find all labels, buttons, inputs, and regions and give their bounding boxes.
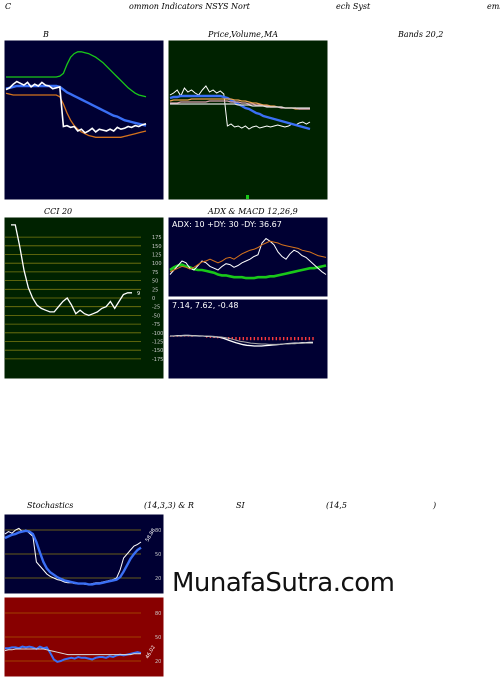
label-price: Price, bbox=[208, 30, 232, 39]
cci-tick-label: -25 bbox=[152, 305, 160, 311]
cci-tick-label: 100 bbox=[152, 261, 162, 267]
price-volume-ma-price-line bbox=[169, 85, 311, 130]
header-c: C bbox=[5, 2, 12, 11]
label-bands: Bands 20,2 bbox=[398, 30, 444, 39]
adx-chart: ADX: 10 +DY: 30 -DY: 36.67 bbox=[168, 217, 328, 297]
rsi-tick-label: 50 bbox=[155, 635, 161, 641]
cci-last-label: 9 bbox=[137, 291, 140, 297]
label-paren: ) bbox=[433, 501, 437, 510]
cci-tick-label: -75 bbox=[152, 322, 160, 328]
watermark: MunafaSutra.com bbox=[172, 568, 395, 598]
stoch-tick-label: 20 bbox=[155, 576, 161, 582]
stoch-tick-label: 80 bbox=[155, 528, 161, 534]
label-adx: ADX & MACD 12,26,9 bbox=[208, 207, 298, 216]
bollinger-middle-line bbox=[5, 84, 147, 127]
bollinger-price-line bbox=[5, 80, 147, 134]
label-stoch: Stochastics bbox=[27, 501, 74, 510]
adx-minus-di-line bbox=[169, 240, 327, 273]
price-volume-chart bbox=[168, 40, 328, 200]
price-volume-ma-ma-white-line bbox=[170, 103, 310, 109]
macd-signal-line bbox=[170, 335, 313, 345]
cci-tick-label: -175 bbox=[152, 357, 163, 363]
rsi-tick-label: 20 bbox=[155, 659, 161, 665]
cci-tick-label: 25 bbox=[152, 287, 158, 293]
macd-title: 7.14, 7.62, -0.48 bbox=[172, 301, 239, 310]
cci-tick-label: 50 bbox=[152, 279, 158, 285]
stoch-tick-label: 50 bbox=[155, 552, 161, 558]
bollinger-chart bbox=[4, 40, 164, 200]
rsi-tick-label: 80 bbox=[155, 611, 161, 617]
label-rsi-params: (14,5 bbox=[326, 501, 347, 510]
header-common: ommon Indicators NSYS Nort bbox=[129, 2, 250, 11]
label-ma: MA bbox=[264, 30, 278, 39]
cci-tick-label: 150 bbox=[152, 244, 162, 250]
cci-tick-label: 0 bbox=[152, 296, 155, 302]
cci-tick-label: -125 bbox=[152, 340, 163, 346]
adx-title: ADX: 10 +DY: 30 -DY: 36.67 bbox=[172, 220, 282, 229]
label-si: SI bbox=[236, 501, 245, 510]
label-cci: CCI 20 bbox=[44, 207, 73, 216]
stochastics-d-line bbox=[4, 529, 142, 586]
label-stoch-params: (14,3,3) & R bbox=[144, 501, 194, 510]
cci-tick-label: 175 bbox=[152, 235, 162, 241]
bollinger-lower-line bbox=[5, 92, 147, 138]
cci-cci-line bbox=[11, 224, 132, 317]
header-ems: ems bbox=[487, 2, 500, 11]
cci-tick-label: 125 bbox=[152, 253, 162, 259]
macd-chart: 7.14, 7.62, -0.48 bbox=[168, 299, 328, 379]
cci-tick-label: -100 bbox=[152, 331, 163, 337]
bollinger-upper-line bbox=[6, 51, 147, 98]
cci-chart: 175 150 125 100 75 50 25 0 -25 -50 -75 -100 -125 -150… bbox=[4, 217, 164, 379]
cci-tick-label: -150 bbox=[152, 348, 163, 354]
adx-adx-line bbox=[169, 263, 327, 280]
cci-tick-label: -50 bbox=[152, 313, 160, 319]
adx-plus-di-line bbox=[169, 237, 327, 275]
label-b: B bbox=[43, 30, 49, 39]
cci-tick-label: 75 bbox=[152, 270, 158, 276]
label-volume: Volume, bbox=[231, 30, 264, 39]
rsi-rsi-ma-line bbox=[4, 648, 141, 656]
volume-bar bbox=[246, 195, 249, 199]
header-tech: ech Syst bbox=[336, 2, 371, 11]
